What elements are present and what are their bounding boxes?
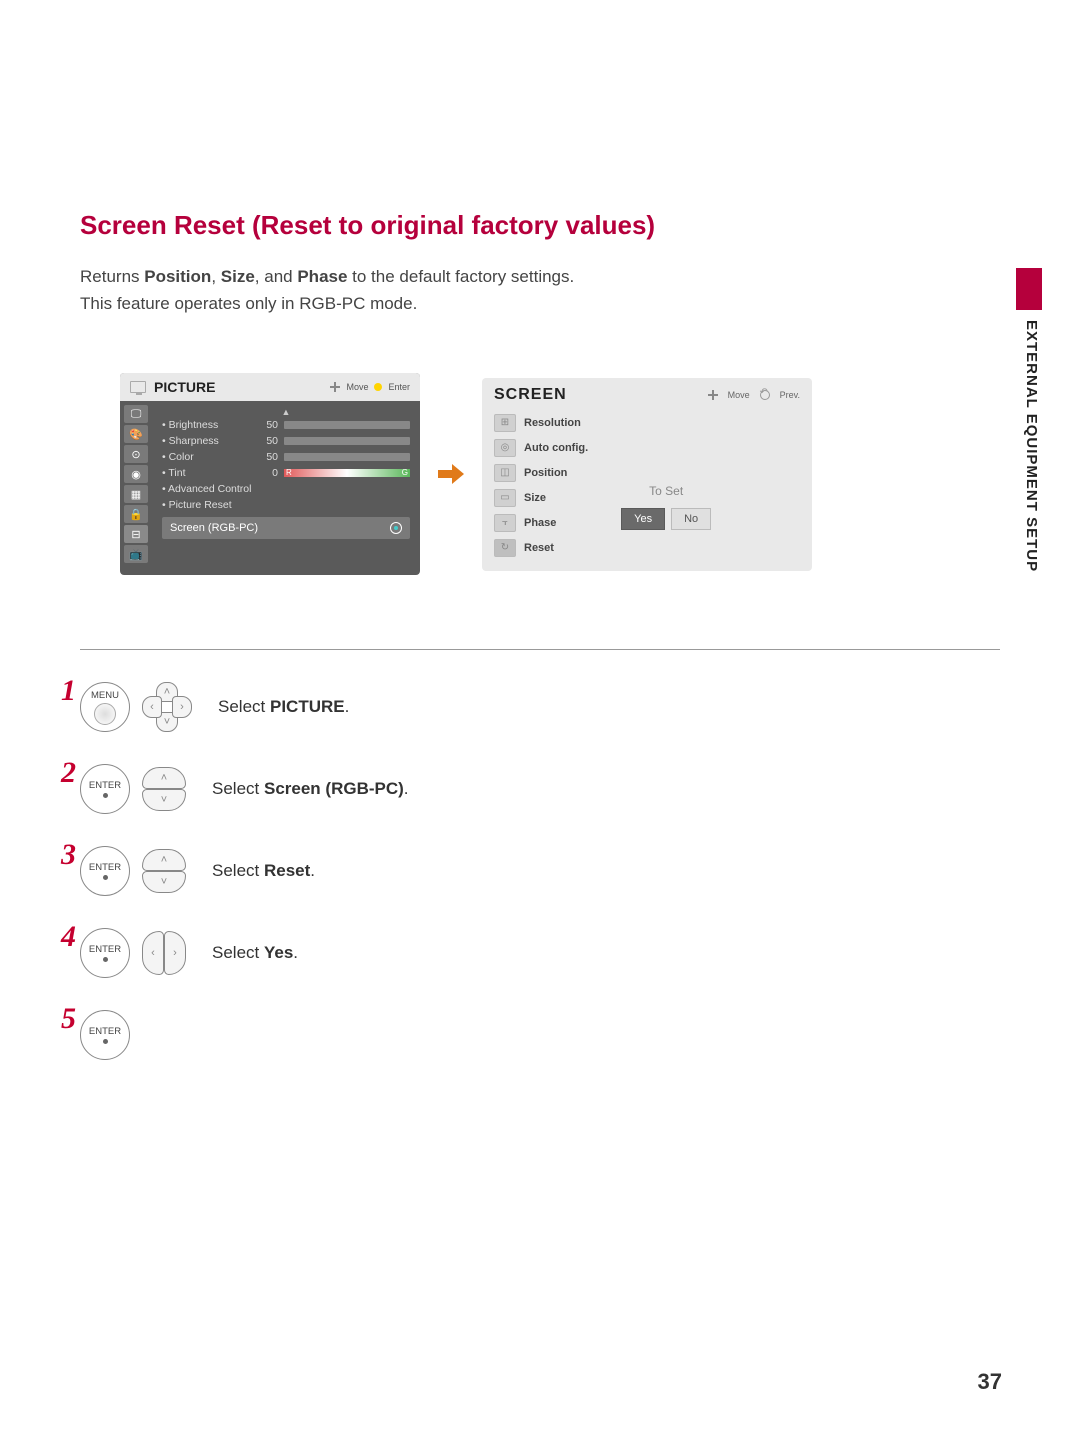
no-button: No [671, 508, 711, 530]
picture-osd: PICTURE Move Enter 🖵 🎨 ⊙ ◉ ▦ 🔒 ⊟ � [120, 373, 420, 575]
osd-row-screen-rgb: Screen (RGB-PC) [162, 517, 410, 539]
dpad-updown-icon: ˄ ˅ [142, 849, 186, 893]
step-4: 4 ENTER ‹ › Select Yes. [56, 928, 1000, 978]
osd-row-advanced: • Advanced Control [162, 481, 410, 497]
step-num: 3 [56, 838, 76, 872]
enter-button-icon: ENTER [80, 846, 130, 896]
osd-row: • Color 50 [162, 449, 410, 465]
step-text: Select PICTURE. [218, 697, 349, 717]
side-icon: ◉ [124, 465, 148, 483]
step-text: Select Reset. [212, 861, 315, 881]
menu-button-icon: MENU [80, 682, 130, 732]
screen-item-phase: ⫟Phase [494, 514, 588, 532]
arrow-right-icon [438, 464, 464, 484]
side-icon: ⊟ [124, 525, 148, 543]
intro-line2: This feature operates only in RGB-PC mod… [80, 294, 417, 313]
step-5: 5 ENTER [56, 1010, 1000, 1060]
side-icon: 🔒 [124, 505, 148, 523]
side-icon: ⊙ [124, 445, 148, 463]
side-icon: 📺 [124, 545, 148, 563]
divider [80, 649, 1000, 650]
intro-position: Position [144, 267, 211, 286]
enter-button-icon: ENTER [80, 764, 130, 814]
screen-item-reset: ↻Reset [494, 539, 588, 557]
move-icon [330, 382, 340, 392]
dpad-icon: ˄ ˅ ‹ › [142, 682, 192, 732]
step-2: 2 ENTER ˄ ˅ Select Screen (RGB-PC). [56, 764, 1000, 814]
to-set-label: To Set [649, 484, 683, 498]
intro-size: Size [221, 267, 255, 286]
screen-osd: SCREEN Move Prev. ⊞Resolution ◎Auto conf… [482, 378, 812, 571]
picture-osd-title: PICTURE [154, 379, 322, 395]
step-num: 2 [56, 756, 76, 790]
osd-row-preset: • Picture Reset [162, 497, 410, 513]
side-icon: 🖵 [124, 405, 148, 423]
selected-dot-icon [390, 522, 402, 534]
picture-osd-header: PICTURE Move Enter [120, 373, 420, 401]
dpad-updown-icon: ˄ ˅ [142, 767, 186, 811]
step-text: Select Yes. [212, 943, 298, 963]
screen-osd-title: SCREEN [494, 386, 708, 404]
picture-osd-side-icons: 🖵 🎨 ⊙ ◉ ▦ 🔒 ⊟ 📺 [120, 401, 152, 567]
page-number: 37 [978, 1369, 1002, 1395]
page-title: Screen Reset (Reset to original factory … [80, 210, 1000, 241]
step-1: 1 MENU ˄ ˅ ‹ › Select PICTURE. [56, 682, 1000, 732]
screen-item-autoconfig: ◎Auto config. [494, 439, 588, 457]
side-tab [1016, 268, 1042, 310]
enter-dot-icon [374, 383, 382, 391]
step-num: 5 [56, 1002, 76, 1036]
scroll-up-arrow: ▲ [162, 407, 410, 417]
osd-row: • Brightness 50 [162, 417, 410, 433]
step-text: Select Screen (RGB-PC). [212, 779, 409, 799]
side-icon: ▦ [124, 485, 148, 503]
osd-row: • Sharpness 50 [162, 433, 410, 449]
screen-item-position: ◫Position [494, 464, 588, 482]
side-icon: 🎨 [124, 425, 148, 443]
side-section-title: EXTERNAL EQUIPMENT SETUP [1023, 320, 1040, 572]
enter-button-icon: ENTER [80, 1010, 130, 1060]
screen-item-size: ▭Size [494, 489, 588, 507]
yes-button: Yes [621, 508, 665, 530]
intro-prefix: Returns [80, 267, 144, 286]
step-num: 1 [56, 674, 76, 708]
intro-phase: Phase [297, 267, 347, 286]
intro-text: Returns Position, Size, and Phase to the… [80, 263, 1000, 317]
tint-bar [284, 469, 410, 477]
step-num: 4 [56, 920, 76, 954]
move-icon [708, 390, 718, 400]
enter-button-icon: ENTER [80, 928, 130, 978]
picture-icon [130, 381, 146, 393]
step-3: 3 ENTER ˄ ˅ Select Reset. [56, 846, 1000, 896]
dpad-leftright-icon: ‹ › [142, 931, 186, 975]
osd-row-tint: • Tint 0 [162, 465, 410, 481]
screen-item-resolution: ⊞Resolution [494, 414, 588, 432]
prev-icon [760, 390, 770, 400]
screen-osd-header: SCREEN Move Prev. [494, 386, 800, 404]
